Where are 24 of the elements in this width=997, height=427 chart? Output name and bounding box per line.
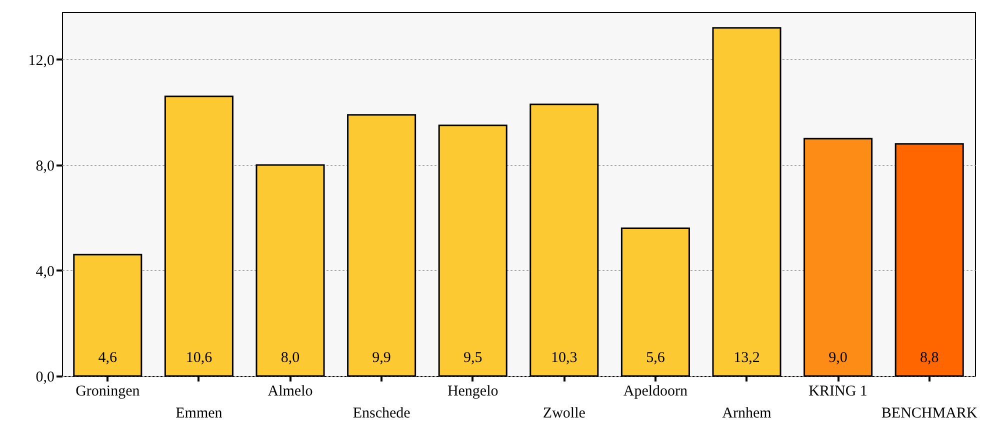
data-label: 8,8 xyxy=(920,350,939,366)
y-tick-label: 0,0 xyxy=(36,370,54,386)
data-label: 10,6 xyxy=(186,350,213,366)
y-tick-label: 12,0 xyxy=(28,52,54,69)
data-label: 9,0 xyxy=(828,350,848,366)
data-label: 13,2 xyxy=(734,350,760,366)
x-tick-label: Arnhem xyxy=(722,406,772,422)
x-tick-label: Groningen xyxy=(76,384,140,400)
data-label: 5,6 xyxy=(646,350,666,366)
x-tick-label: BENCHMARK xyxy=(881,406,978,422)
x-tick-label: KRING 1 xyxy=(808,384,868,400)
data-label: 4,6 xyxy=(98,350,118,366)
y-tick-label: 4,0 xyxy=(36,264,54,280)
data-label: 10,3 xyxy=(551,350,578,366)
y-tick-label: 8,0 xyxy=(36,158,54,174)
x-tick-label: Zwolle xyxy=(542,406,586,422)
x-tick-label: Emmen xyxy=(176,406,223,422)
x-tick-label: Almelo xyxy=(268,384,313,400)
x-tick-label: Hengelo xyxy=(447,384,498,400)
data-label: 9,5 xyxy=(463,350,482,366)
x-tick-label: Enschede xyxy=(352,406,411,422)
x-tick-label: Apeldoorn xyxy=(623,384,688,400)
data-label: 8,0 xyxy=(280,350,300,366)
data-label: 9,9 xyxy=(372,350,391,366)
